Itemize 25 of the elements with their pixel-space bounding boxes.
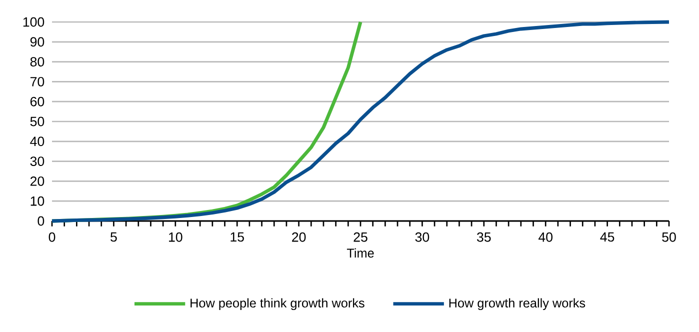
x-tick-label: 30 xyxy=(415,232,430,242)
x-tick-label: 15 xyxy=(230,232,244,242)
x-tick-label: 20 xyxy=(292,232,306,242)
x-axis-title: Time xyxy=(346,248,374,258)
y-tick-label: 20 xyxy=(30,176,44,186)
y-tick-label: 90 xyxy=(30,37,44,47)
y-tick-label: 10 xyxy=(30,196,44,206)
y-tick-label: 40 xyxy=(30,136,44,146)
y-tick-label: 80 xyxy=(30,57,44,67)
y-tick-label: 50 xyxy=(30,116,44,126)
y-tick-label: 70 xyxy=(30,76,44,86)
x-tick-label: 5 xyxy=(110,232,117,242)
x-tick-label: 40 xyxy=(538,232,552,242)
y-tick-label: 30 xyxy=(30,156,44,166)
y-tick-label: 60 xyxy=(30,96,44,106)
legend-label: How people think growth works xyxy=(190,298,364,310)
y-tick-label: 100 xyxy=(23,17,44,27)
x-tick-label: 45 xyxy=(600,232,614,242)
y-tick-label: 0 xyxy=(38,216,44,226)
x-tick-label: 0 xyxy=(48,232,56,242)
x-tick-label: 10 xyxy=(169,232,182,242)
x-tick-label: 25 xyxy=(354,232,368,242)
x-tick-label: 50 xyxy=(662,232,676,242)
x-tick-label: 35 xyxy=(476,232,491,242)
legend-label: How growth really works xyxy=(449,298,586,310)
